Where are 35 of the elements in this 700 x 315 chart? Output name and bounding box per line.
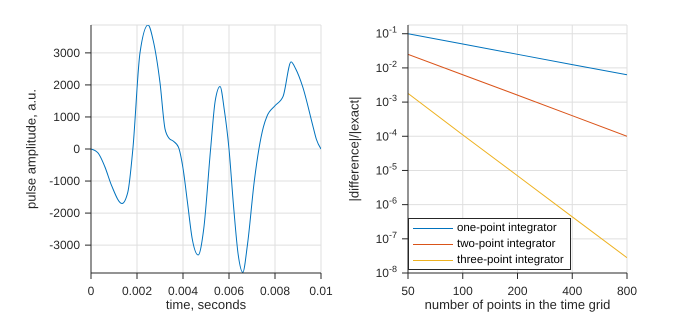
y-tick-label: 10$^{-7}$ [376, 230, 397, 246]
y-tick-label: 3000 [53, 46, 80, 60]
y-tick-label: 10$^{-8}$ [376, 264, 397, 280]
legend-label: three-point integrator [457, 254, 564, 266]
y-tick-label: 1000 [53, 110, 80, 124]
x-tick-label: 0.006 [214, 284, 244, 298]
y-axis-title: pulse amplitude, a.u. [24, 89, 39, 209]
y-tick-label: -1000 [49, 174, 80, 188]
y-tick-label: 2000 [53, 78, 80, 92]
x-tick-label: 0.002 [122, 284, 152, 298]
x-axis-title: number of points in the time grid [424, 297, 610, 312]
line-series [408, 54, 627, 137]
y-tick-label: 10$^{-3}$ [376, 93, 397, 110]
x-tick-label: 0 [88, 284, 95, 298]
x-tick-label: 100 [452, 284, 474, 298]
x-tick-label: 0.004 [168, 284, 198, 298]
x-tick-label: 400 [562, 284, 583, 298]
y-tick-label: 10$^{-5}$ [376, 161, 397, 178]
x-tick-label: 50 [401, 284, 415, 298]
y-tick-label: -2000 [49, 206, 80, 220]
line-series [408, 33, 627, 76]
x-tick-label: 800 [616, 284, 638, 298]
x-tick-label: 0.008 [260, 284, 290, 298]
y-tick-label: -3000 [49, 238, 80, 252]
x-tick-label: 0.01 [309, 284, 333, 298]
y-tick-label: 10$^{-2}$ [376, 58, 397, 75]
y-tick-label: 10$^{-4}$ [376, 127, 397, 144]
y-tick-label: 10$^{-1}$ [376, 24, 397, 41]
y-axis-title: |difference|/|exact| [346, 96, 362, 202]
x-tick-label: 200 [507, 284, 528, 298]
y-tick-label: 10$^{-6}$ [376, 196, 397, 212]
legend-label: two-point integrator [457, 238, 556, 250]
y-tick-label: 0 [73, 142, 80, 156]
legend-label: one-point integrator [457, 222, 557, 234]
x-axis-title: time, seconds [166, 297, 247, 312]
